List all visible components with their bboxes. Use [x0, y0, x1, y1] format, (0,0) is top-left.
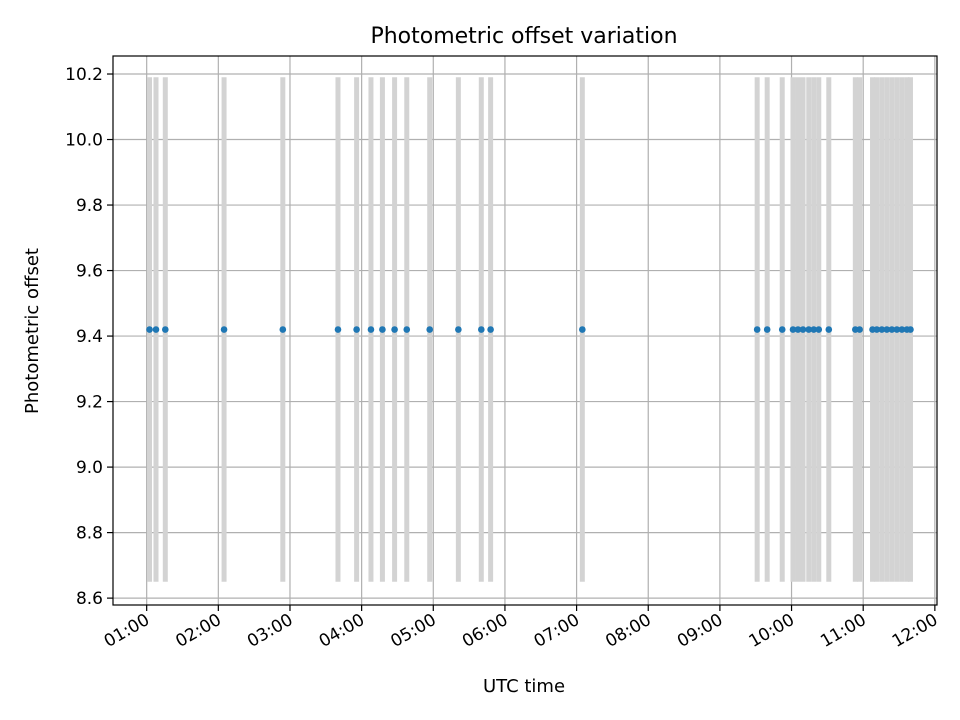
data-points: [146, 326, 914, 333]
y-tick-label: 9.8: [76, 196, 103, 216]
x-tick-label: 10:00: [746, 610, 798, 652]
x-tick-label: 12:00: [889, 610, 941, 652]
y-tick-label: 9.4: [76, 327, 103, 347]
data-point: [907, 326, 914, 333]
data-point: [763, 326, 771, 333]
x-tick-label: 08:00: [602, 610, 654, 652]
x-axis-ticks: 01:00 02:00 03:00 04:00 05:00 06:00 07:00 08:00…: [101, 605, 941, 652]
data-point: [146, 326, 153, 333]
data-point: [878, 326, 886, 333]
data-point: [888, 326, 896, 333]
data-point: [391, 326, 398, 333]
data-point: [455, 326, 462, 333]
data-point: [477, 326, 485, 333]
data-point: [883, 326, 891, 333]
x-tick-label: 03:00: [244, 610, 296, 652]
data-point: [487, 326, 494, 333]
data-point: [778, 326, 786, 333]
y-tick-label: 8.6: [76, 589, 103, 609]
data-point: [898, 326, 906, 333]
data-point: [815, 326, 823, 333]
data-point: [353, 326, 360, 333]
data-point: [152, 326, 160, 333]
plot-frame: [112, 55, 938, 606]
y-tick-label: 10.0: [65, 131, 103, 151]
y-tick-label: 8.8: [76, 524, 103, 544]
y-axis-label: Photometric offset: [22, 248, 43, 414]
data-point: [794, 326, 802, 333]
x-tick-label: 11:00: [817, 610, 869, 652]
data-point: [810, 326, 818, 333]
data-point: [856, 326, 863, 333]
data-point: [873, 326, 881, 333]
x-tick-label: 05:00: [387, 610, 439, 652]
x-axis-label: UTC time: [483, 676, 565, 697]
data-point: [334, 326, 342, 333]
data-point: [799, 326, 807, 333]
data-point: [367, 326, 375, 333]
data-point: [220, 326, 228, 333]
y-tick-label: 9.6: [76, 262, 103, 282]
data-point: [379, 326, 386, 333]
x-tick-label: 02:00: [172, 610, 224, 652]
data-point: [162, 326, 169, 333]
data-point: [579, 326, 586, 333]
y-tick-label: 9.2: [76, 393, 103, 413]
y-tick-label: 10.2: [65, 65, 103, 85]
data-point: [825, 326, 833, 333]
data-point: [753, 326, 761, 333]
x-tick-label: 06:00: [459, 610, 511, 652]
x-tick-label: 01:00: [101, 610, 153, 652]
data-point: [789, 326, 797, 333]
y-axis-ticks: 8.6 8.8 9.0 9.2 9.4 9.6 9.8 10.0 10.2: [65, 65, 113, 609]
data-point: [403, 326, 411, 333]
data-point: [426, 326, 434, 333]
x-tick-label: 09:00: [674, 610, 726, 652]
chart-title: Photometric offset variation: [370, 24, 677, 49]
x-tick-label: 04:00: [316, 610, 368, 652]
x-tick-label: 07:00: [531, 610, 583, 652]
y-tick-label: 9.0: [76, 458, 103, 478]
data-point: [805, 326, 813, 333]
data-point: [279, 326, 287, 333]
data-point: [893, 326, 901, 333]
